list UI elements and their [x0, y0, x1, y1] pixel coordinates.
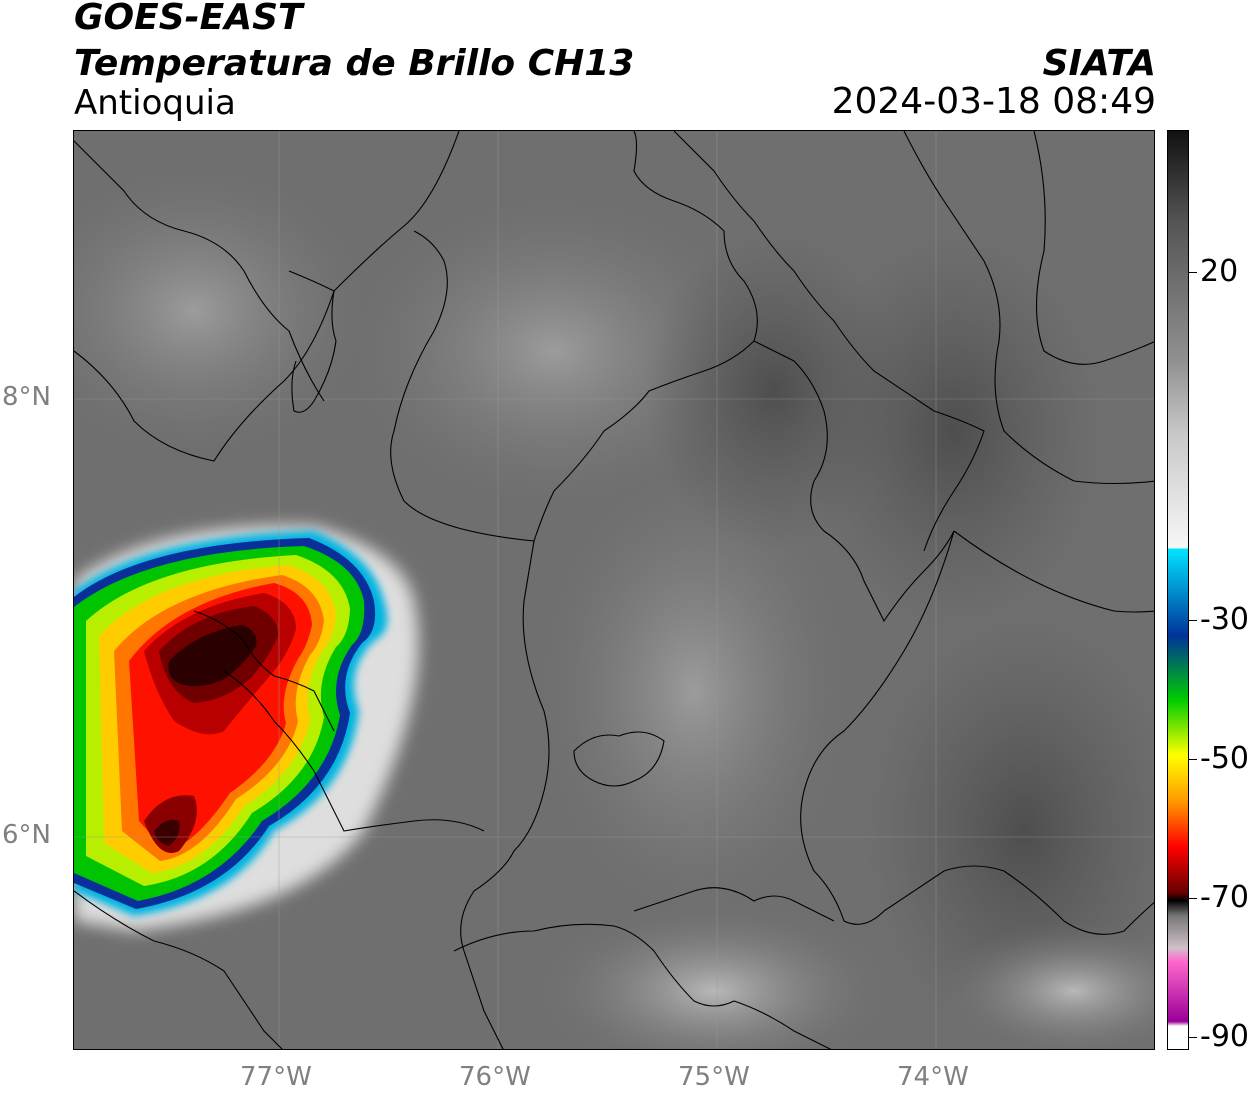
- eastern-boundary: [953, 530, 1154, 613]
- choco-south-boundary: [74, 890, 283, 1049]
- storm-cell: [74, 525, 419, 931]
- colorbar-label-neg30: -30: [1200, 602, 1249, 637]
- southeast-boundary: [883, 865, 1154, 935]
- antioquia-east-boundary: [753, 340, 955, 623]
- map-canvas: [74, 131, 1154, 1049]
- product-title: Temperatura de Brillo CH13: [74, 43, 635, 84]
- colorbar-label-neg90: -90: [1200, 1019, 1249, 1054]
- lat-label-8n: 8°N: [2, 382, 51, 412]
- atrato-river-boundary: [193, 610, 335, 732]
- coastline-north: [74, 131, 460, 462]
- satellite-map: [73, 130, 1155, 1050]
- satellite-title: GOES-EAST: [74, 0, 303, 38]
- light-area-central: [544, 471, 844, 911]
- antioquia-southeast-boundary: [800, 530, 955, 925]
- region-title: Antioquia: [74, 83, 236, 123]
- colorbar-tick-neg90: [1189, 1037, 1197, 1038]
- boundaries: [74, 131, 1154, 1049]
- department-boundary-east: [903, 131, 1154, 485]
- colorbar-tick-neg50: [1189, 759, 1197, 760]
- colorbar-tick-neg70: [1189, 898, 1197, 899]
- light-area-south: [534, 901, 894, 1049]
- small-enclave-boundary: [573, 731, 665, 787]
- south-boundary: [453, 923, 832, 1049]
- datetime-label: 2024-03-18 08:49: [831, 81, 1156, 122]
- light-area-nw: [74, 171, 364, 451]
- graticule: [74, 131, 1154, 1049]
- lat-label-6n: 6°N: [2, 820, 51, 850]
- choco-east-boundary: [223, 670, 485, 832]
- department-boundary-ne: [673, 131, 985, 552]
- colorbar-tick-neg30: [1189, 620, 1197, 621]
- light-area-southeast: [934, 921, 1154, 1049]
- organization-label: SIATA: [1042, 43, 1156, 84]
- lon-label-77w: 77°W: [240, 1062, 312, 1092]
- colorbar-label-neg50: -50: [1200, 741, 1249, 776]
- south-boundary-segment: [633, 887, 835, 922]
- lon-label-76w: 76°W: [459, 1062, 531, 1092]
- colorbar-label-neg70: -70: [1200, 880, 1249, 915]
- antioquia-north-boundary: [390, 131, 758, 542]
- lon-label-75w: 75°W: [678, 1062, 750, 1092]
- antioquia-west-boundary: [460, 540, 550, 1049]
- gulf-uraba-coast: [288, 270, 337, 413]
- dark-area-east: [804, 231, 1104, 631]
- lon-label-74w: 74°W: [897, 1062, 969, 1092]
- colorbar: [1167, 130, 1189, 1050]
- colorbar-label-20: 20: [1200, 254, 1239, 289]
- colorbar-tick-20: [1189, 272, 1197, 273]
- department-boundary-far-east: [1033, 131, 1154, 365]
- coastline-panama: [74, 140, 325, 402]
